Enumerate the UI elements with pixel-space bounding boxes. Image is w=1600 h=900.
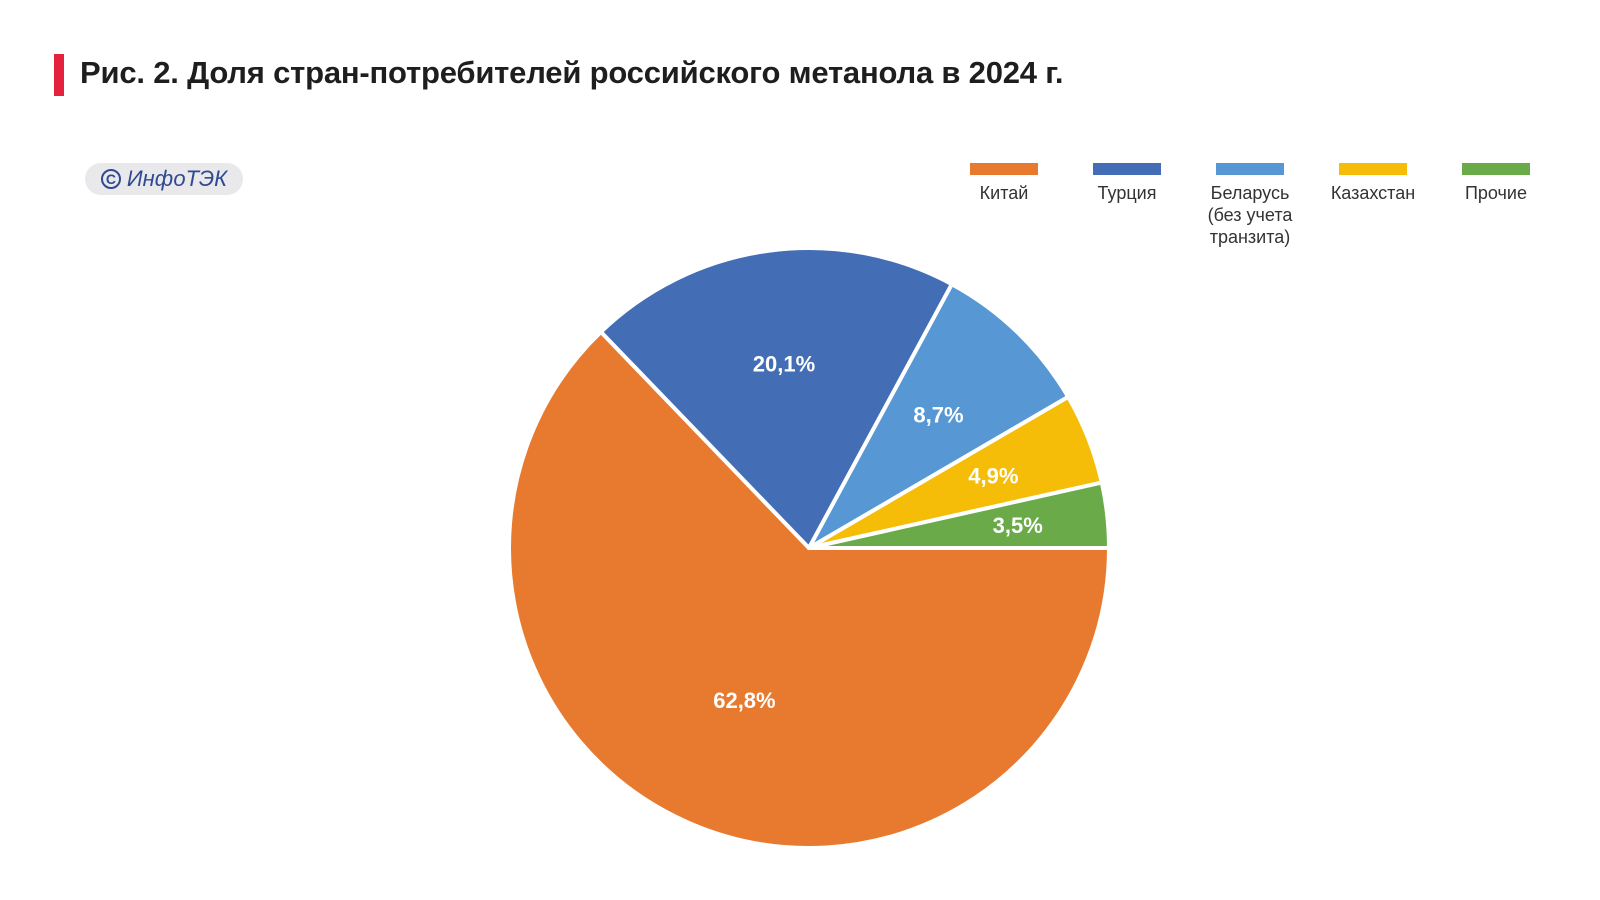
- slice-data-label: 4,9%: [968, 464, 1018, 489]
- chart-legend: Китай Турция Беларусь (без учета транзита)…: [0, 163, 1600, 263]
- pie-slice: [807, 282, 1071, 550]
- legend-swatch: [970, 163, 1038, 175]
- legend-item: Прочие: [1431, 163, 1561, 204]
- legend-swatch: [1216, 163, 1284, 175]
- legend-label: Турция: [1097, 183, 1157, 203]
- legend-swatch: [1462, 163, 1530, 175]
- legend-label: Казахстан: [1330, 183, 1416, 203]
- pie-slice: [598, 246, 954, 550]
- legend-label: Китай: [979, 183, 1029, 203]
- copyright-icon: C: [100, 169, 121, 189]
- source-badge-text: ИнфоТЭК: [126, 166, 228, 191]
- legend-item: Казахстан: [1308, 163, 1438, 204]
- slice-data-label: 3,5%: [993, 513, 1043, 538]
- source-badge: C ИнфоТЭК: [85, 163, 243, 195]
- chart-title: Рис. 2. Доля стран-потребителей российск…: [80, 55, 1064, 90]
- legend-swatch: [1339, 163, 1407, 175]
- legend-label: Прочие: [1464, 183, 1527, 203]
- pie-slice: [507, 329, 1111, 850]
- legend-item: Турция: [1062, 163, 1192, 204]
- slice-data-label: 62,8%: [713, 688, 775, 713]
- slice-data-label: 8,7%: [913, 402, 963, 427]
- legend-item: Беларусь (без учета транзита): [1185, 163, 1315, 248]
- legend-label: Беларусь (без учета транзита): [1207, 183, 1293, 247]
- title-accent-bar: [54, 54, 64, 96]
- legend-swatch: [1093, 163, 1161, 175]
- legend-item: Китай: [939, 163, 1069, 204]
- slice-data-label: 20,1%: [753, 352, 815, 377]
- pie-slice: [807, 480, 1111, 550]
